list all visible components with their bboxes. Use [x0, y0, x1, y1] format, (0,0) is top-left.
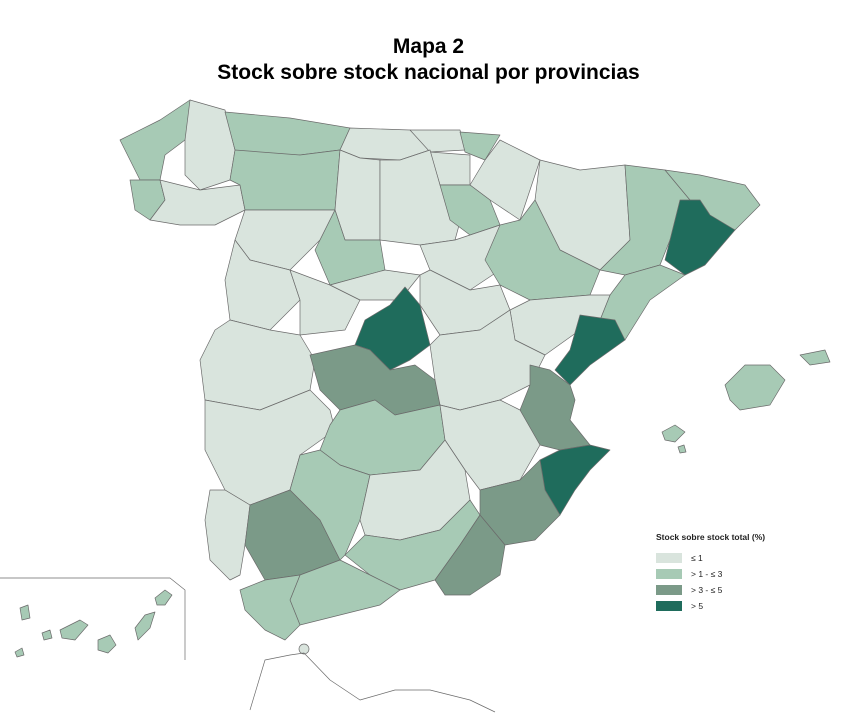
island-tenerife [59, 619, 89, 641]
province-castellon [554, 314, 626, 386]
island-formentera [677, 444, 687, 454]
island-lanzarote [154, 589, 173, 606]
province-salamanca [224, 239, 301, 331]
legend-swatch [656, 585, 682, 595]
legend-label: > 1 - ≤ 3 [691, 569, 723, 579]
legend-swatch [656, 553, 682, 563]
legend-item: > 3 - ≤ 5 [656, 582, 765, 598]
island-gran-canaria [97, 634, 117, 654]
island-la-palma [19, 604, 31, 621]
province-cadiz [239, 574, 301, 641]
africa-coastline [249, 652, 496, 713]
island-ibiza [661, 424, 686, 443]
island-la-gomera [41, 629, 53, 641]
legend-item: ≤ 1 [656, 550, 765, 566]
map-subtitle: Stock sobre stock nacional por provincia… [217, 61, 640, 84]
province-palencia [334, 149, 381, 241]
legend-label: > 5 [691, 601, 704, 611]
island-el-hierro [14, 647, 25, 658]
province-segovia [329, 269, 421, 301]
legend-swatch [656, 601, 682, 611]
map-title: Mapa 2 [392, 35, 465, 58]
island-mallorca [724, 364, 786, 411]
map-legend: Stock sobre stock total (%) ≤ 1 > 1 - ≤ … [656, 532, 765, 614]
province-soria [419, 224, 501, 291]
canary-inset-frame [0, 577, 186, 660]
legend-label: ≤ 1 [691, 553, 703, 563]
province-huelva [204, 489, 251, 581]
island-menorca [799, 349, 831, 366]
province-ourense [149, 179, 246, 226]
ceuta-marker [298, 643, 310, 655]
legend-label: > 3 - ≤ 5 [691, 585, 723, 595]
province-almeria [434, 514, 506, 596]
province-barcelona [664, 199, 736, 276]
legend-item: > 1 - ≤ 3 [656, 566, 765, 582]
map-title-block: Mapa 2 Stock sobre stock nacional por pr… [0, 34, 857, 86]
province-leon [229, 149, 341, 211]
island-fuerteventura [134, 611, 156, 641]
legend-swatch [656, 569, 682, 579]
legend-title: Stock sobre stock total (%) [656, 532, 766, 542]
province-a-coruna [119, 99, 201, 181]
legend-item: > 5 [656, 598, 765, 614]
